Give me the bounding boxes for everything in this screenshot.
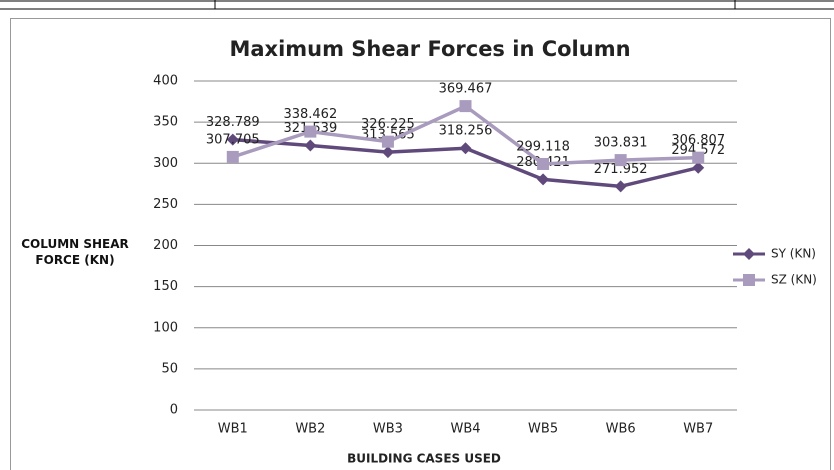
y-tick-label: 100	[153, 320, 178, 335]
x-tick-label: WB3	[373, 422, 403, 437]
legend-label: SZ (KN)	[771, 273, 817, 287]
x-tick-label: WB7	[683, 422, 713, 437]
data-label: 303.831	[594, 136, 648, 151]
y-tick-label: 350	[153, 115, 178, 130]
data-label: 328.789	[206, 115, 260, 130]
marker	[381, 135, 394, 148]
data-label: 369.467	[439, 82, 493, 97]
data-label: 299.118	[516, 139, 570, 154]
marker	[459, 142, 472, 155]
marker	[226, 133, 239, 146]
y-tick-label: 50	[161, 361, 178, 376]
x-axis-title: BUILDING CASES USED	[347, 452, 501, 466]
marker	[304, 139, 317, 152]
y-tick-label: 300	[153, 156, 178, 171]
x-tick-label: WB1	[218, 422, 248, 437]
y-tick-label: 250	[153, 197, 178, 212]
data-label: 326.225	[361, 117, 415, 132]
marker	[743, 274, 755, 286]
y-tick-label: 0	[170, 403, 178, 418]
marker	[537, 157, 550, 170]
x-tick-label: WB6	[606, 422, 636, 437]
x-tick-label: WB4	[450, 422, 480, 437]
marker	[692, 161, 705, 174]
marker	[743, 248, 755, 260]
data-label: 338.462	[283, 107, 337, 122]
y-tick-label: 150	[153, 279, 178, 294]
data-label: 271.952	[594, 162, 648, 177]
marker	[537, 173, 550, 186]
x-tick-label: WB2	[295, 422, 325, 437]
chart-frame	[10, 18, 831, 470]
data-label: 318.256	[439, 124, 493, 139]
marker	[614, 154, 627, 167]
data-label: 306.807	[671, 133, 725, 148]
marker	[614, 180, 627, 193]
legend-label: SY (KN)	[771, 247, 816, 261]
y-tick-label: 200	[153, 238, 178, 253]
chart-title: Maximum Shear Forces in Column	[229, 37, 630, 61]
marker	[304, 125, 317, 138]
marker	[381, 146, 394, 159]
marker	[459, 100, 472, 113]
y-tick-label: 400	[153, 74, 178, 89]
marker	[226, 150, 239, 163]
y-axis-title: COLUMN SHEAR FORCE (KN)	[21, 237, 129, 267]
data-label: 307.705	[206, 132, 260, 147]
data-label: 294.572	[671, 143, 725, 158]
marker	[692, 151, 705, 164]
x-tick-label: WB5	[528, 422, 558, 437]
